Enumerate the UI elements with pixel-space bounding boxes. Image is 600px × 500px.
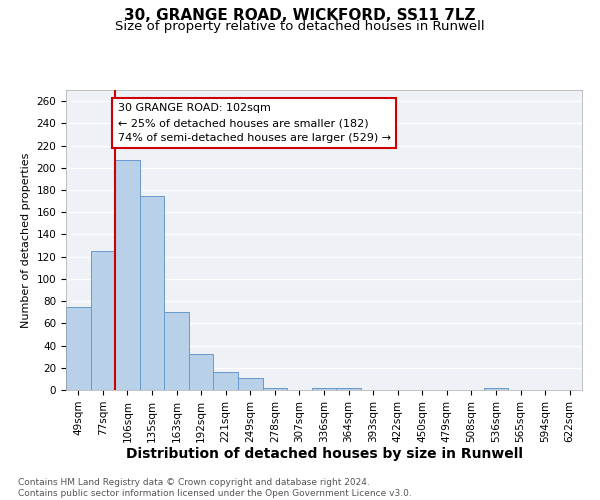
Bar bbox=[66, 306, 91, 390]
Bar bbox=[140, 196, 164, 390]
Bar bbox=[189, 354, 214, 390]
Bar bbox=[238, 378, 263, 390]
Bar bbox=[263, 388, 287, 390]
Bar bbox=[164, 312, 189, 390]
Bar bbox=[312, 388, 336, 390]
Bar bbox=[484, 388, 508, 390]
Text: Contains HM Land Registry data © Crown copyright and database right 2024.
Contai: Contains HM Land Registry data © Crown c… bbox=[18, 478, 412, 498]
X-axis label: Distribution of detached houses by size in Runwell: Distribution of detached houses by size … bbox=[125, 448, 523, 462]
Text: Size of property relative to detached houses in Runwell: Size of property relative to detached ho… bbox=[115, 20, 485, 33]
Y-axis label: Number of detached properties: Number of detached properties bbox=[21, 152, 31, 328]
Text: 30 GRANGE ROAD: 102sqm
← 25% of detached houses are smaller (182)
74% of semi-de: 30 GRANGE ROAD: 102sqm ← 25% of detached… bbox=[118, 104, 391, 143]
Bar bbox=[115, 160, 140, 390]
Bar bbox=[214, 372, 238, 390]
Bar bbox=[336, 388, 361, 390]
Bar bbox=[91, 251, 115, 390]
Text: 30, GRANGE ROAD, WICKFORD, SS11 7LZ: 30, GRANGE ROAD, WICKFORD, SS11 7LZ bbox=[124, 8, 476, 22]
